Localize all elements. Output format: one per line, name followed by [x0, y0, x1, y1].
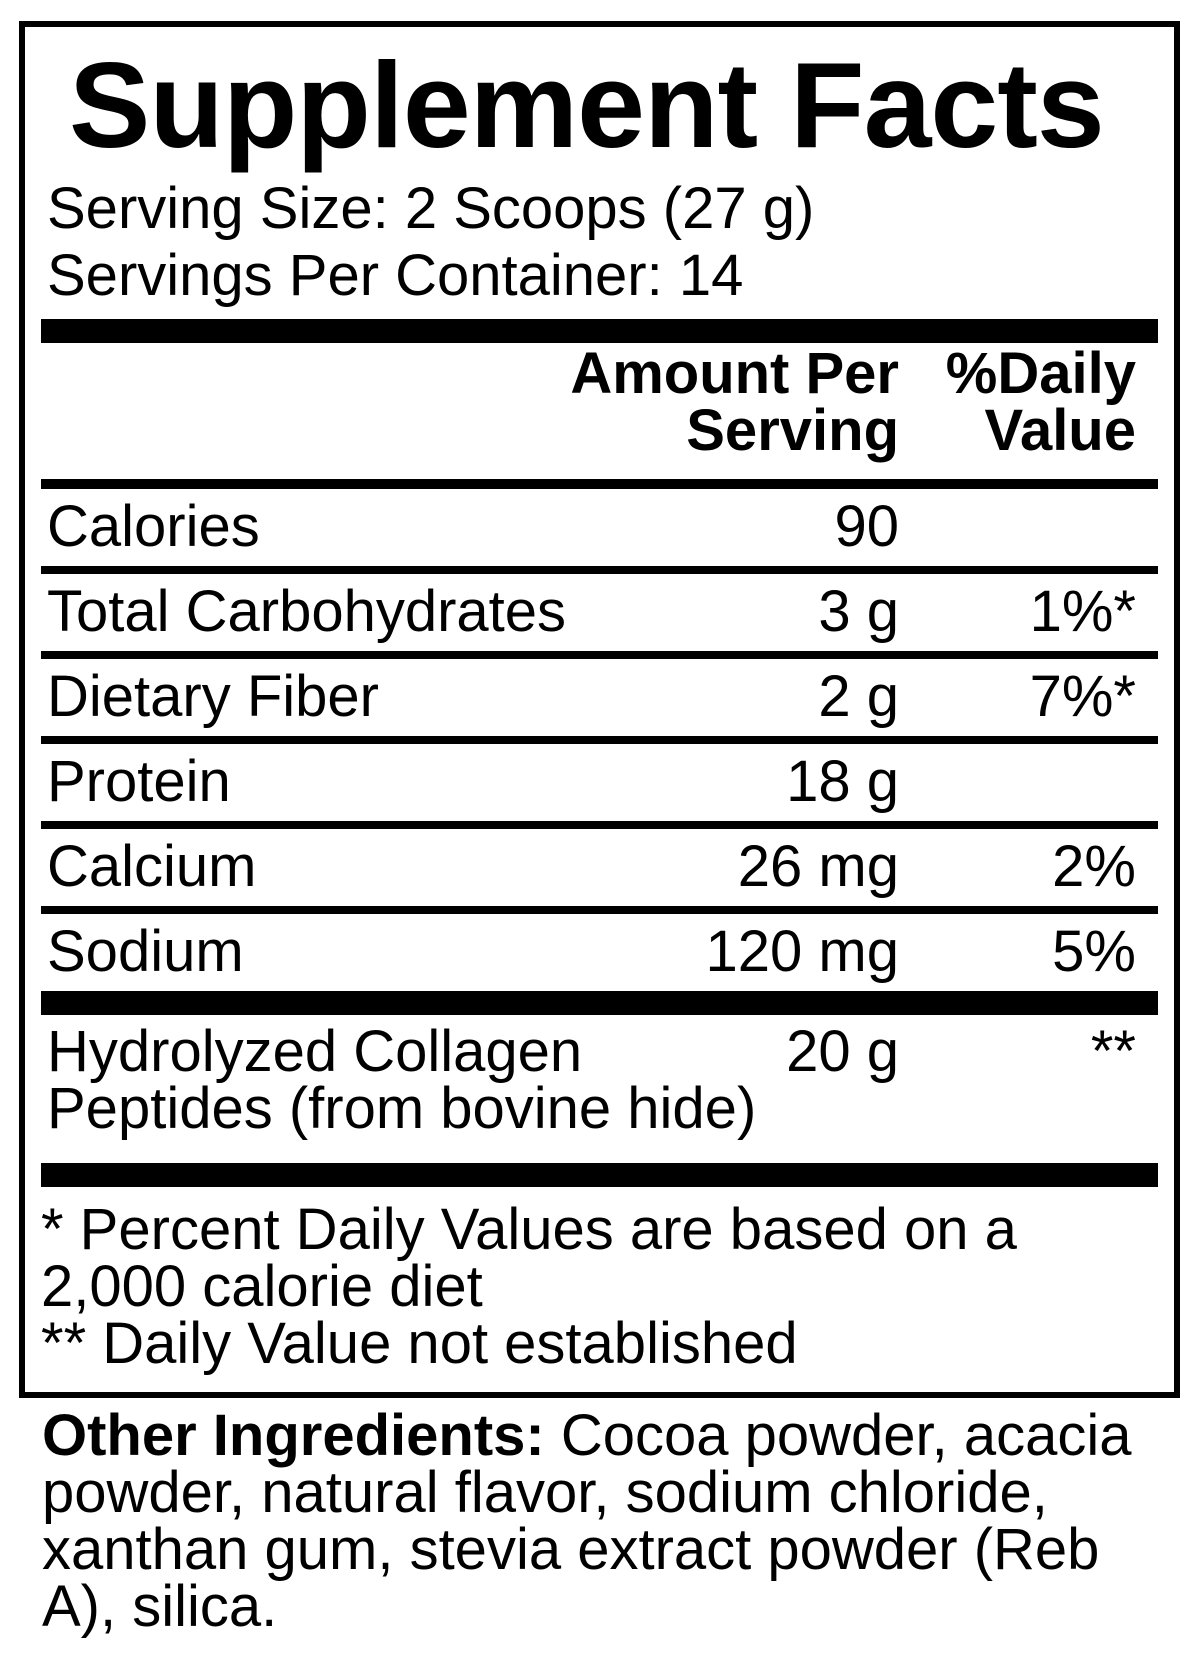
serving-size-text: Serving Size: 2 Scoops (27 g) [47, 176, 815, 241]
panel-title: Supplement Facts [69, 37, 1105, 173]
amount-value: 26 mg [737, 834, 899, 899]
table-row-dietary-fiber: Dietary Fiber 2 g 7%* [41, 659, 1158, 744]
table-row-protein: Protein 18 g [41, 744, 1158, 829]
table-row-sodium: Sodium 120 mg 5% [41, 914, 1158, 991]
header-rule [41, 479, 1158, 489]
dv-value: 2% [1052, 834, 1136, 899]
table-row-hydrolyzed-collagen: Hydrolyzed Collagen Peptides (from bovin… [41, 1015, 1158, 1149]
dv-value: 5% [1052, 919, 1136, 984]
amount-value: 90 [834, 494, 899, 559]
other-ingredients-line3: xanthan gum, stevia extract powder (Reb [42, 1517, 1100, 1582]
table-header-row: Amount Per Serving %Daily Value [41, 341, 1158, 463]
amount-header-line1: Amount Per [570, 341, 899, 406]
serving-info: Serving Size: 2 Scoops (27 g) Servings P… [47, 175, 1174, 309]
footnote-dv-not-established: ** Daily Value not established [41, 1311, 798, 1376]
amount-per-serving-header: Amount Per Serving [570, 341, 899, 463]
dv-header-line2: Value [984, 398, 1136, 463]
other-ingredients: Other Ingredients: Cocoa powder, acacia … [42, 1407, 1182, 1639]
amount-value: 120 mg [705, 919, 899, 984]
footnote-daily-values-line1: * Percent Daily Values are based on a [41, 1197, 1017, 1262]
supplement-facts-panel: Supplement Facts Serving Size: 2 Scoops … [19, 21, 1180, 1398]
nutrient-name-line2: Peptides (from bovine hide) [47, 1076, 757, 1141]
nutrient-table: Calories 90 Total Carbohydrates 3 g 1%* … [41, 489, 1158, 991]
separator-bar-middle [41, 991, 1158, 1015]
other-ingredients-line4: A), silica. [42, 1574, 278, 1639]
other-ingredients-line1-rest: Cocoa powder, acacia [544, 1403, 1132, 1468]
table-row-total-carbohydrates: Total Carbohydrates 3 g 1%* [41, 574, 1158, 659]
footnote-daily-values-line2: 2,000 calorie diet [41, 1254, 483, 1319]
amount-header-line2: Serving [686, 398, 899, 463]
amount-value: 20 g [786, 1019, 899, 1084]
dv-header-line1: %Daily [945, 341, 1136, 406]
separator-bar-bottom [41, 1163, 1158, 1187]
other-ingredients-line1: Other Ingredients: Cocoa powder, acacia [42, 1407, 1182, 1465]
nutrient-name: Protein [47, 749, 231, 814]
amount-value: 2 g [818, 664, 899, 729]
nutrient-name: Calcium [47, 834, 257, 899]
amount-value: 18 g [786, 749, 899, 814]
table-row-calories: Calories 90 [41, 489, 1158, 574]
table-row-calcium: Calcium 26 mg 2% [41, 829, 1158, 914]
nutrient-name-line1: Hydrolyzed Collagen [47, 1019, 583, 1084]
amount-value: 3 g [818, 579, 899, 644]
nutrient-name: Total Carbohydrates [47, 579, 567, 644]
other-ingredients-label: Other Ingredients: [42, 1403, 545, 1468]
servings-per-container-text: Servings Per Container: 14 [47, 243, 744, 308]
other-ingredients-line2: powder, natural flavor, sodium chloride, [42, 1460, 1048, 1525]
separator-bar-top [41, 319, 1158, 343]
dv-value: 1%* [1029, 579, 1136, 644]
footnotes: * Percent Daily Values are based on a 2,… [41, 1197, 1158, 1376]
dv-value: ** [1090, 1019, 1136, 1084]
nutrient-name: Sodium [47, 919, 244, 984]
dv-value: 7%* [1029, 664, 1136, 729]
nutrient-name: Dietary Fiber [47, 664, 379, 729]
daily-value-header: %Daily Value [899, 341, 1158, 463]
nutrient-name: Calories [47, 494, 260, 559]
